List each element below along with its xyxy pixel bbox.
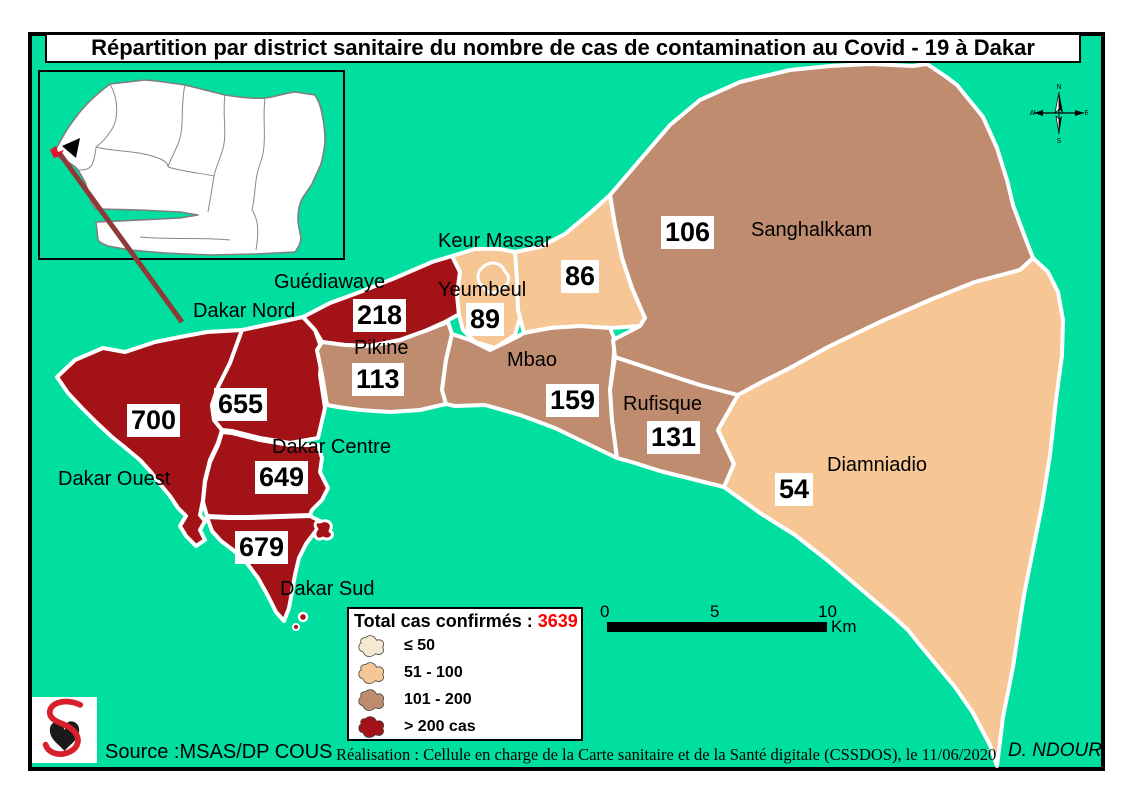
source-text: Source :MSAS/DP COUS bbox=[105, 741, 333, 763]
legend-total-value: 3639 bbox=[537, 611, 578, 631]
legend-item-label: 101 - 200 bbox=[404, 691, 472, 708]
scalebar-tick-5: 5 bbox=[710, 602, 720, 621]
legend-item-0: ≤ 50 bbox=[354, 633, 576, 659]
scalebar bbox=[607, 622, 827, 632]
legend-swatch-icon bbox=[358, 634, 385, 657]
legend-item-label: > 200 cas bbox=[404, 718, 476, 735]
map-title: Répartition par district sanitaire du no… bbox=[45, 33, 1081, 63]
legend-rows: ≤ 50 51 - 100 101 - 200 > 200 cas bbox=[354, 633, 576, 740]
scalebar-tick-10: 10 bbox=[818, 602, 837, 621]
legend: Total cas confirmés : 3639 ≤ 50 51 - 100 1… bbox=[347, 607, 583, 741]
compass-e-label: E bbox=[1085, 110, 1088, 117]
logo-snake-swoosh bbox=[42, 698, 84, 757]
senegal-inset-map bbox=[38, 70, 345, 260]
compass-n-label: N bbox=[1056, 84, 1061, 91]
msas-logo bbox=[32, 697, 97, 763]
legend-swatch-icon bbox=[358, 688, 385, 711]
legend-swatch-icon bbox=[358, 661, 385, 684]
author-text: D. NDOUR bbox=[1008, 740, 1102, 761]
legend-item-2: 101 - 200 bbox=[354, 687, 576, 713]
compass-w-label: W bbox=[1030, 110, 1036, 117]
scalebar-tick-0: 0 bbox=[600, 602, 610, 621]
legend-item-label: 51 - 100 bbox=[404, 664, 463, 681]
legend-title: Total cas confirmés : 3639 bbox=[354, 611, 578, 632]
scalebar-unit: Km bbox=[831, 617, 857, 636]
senegal-outline bbox=[53, 79, 326, 256]
realisation-text: Réalisation : Cellule en charge de la Ca… bbox=[336, 745, 997, 764]
legend-item-label: ≤ 50 bbox=[404, 637, 436, 654]
legend-item-3: > 200 cas bbox=[354, 714, 576, 740]
legend-swatch-icon bbox=[358, 715, 385, 738]
compass-rose: N S W E bbox=[1030, 84, 1088, 144]
legend-item-1: 51 - 100 bbox=[354, 660, 576, 686]
legend-title-text: Total cas confirmés : bbox=[354, 611, 533, 631]
compass-s-label: S bbox=[1057, 138, 1062, 144]
